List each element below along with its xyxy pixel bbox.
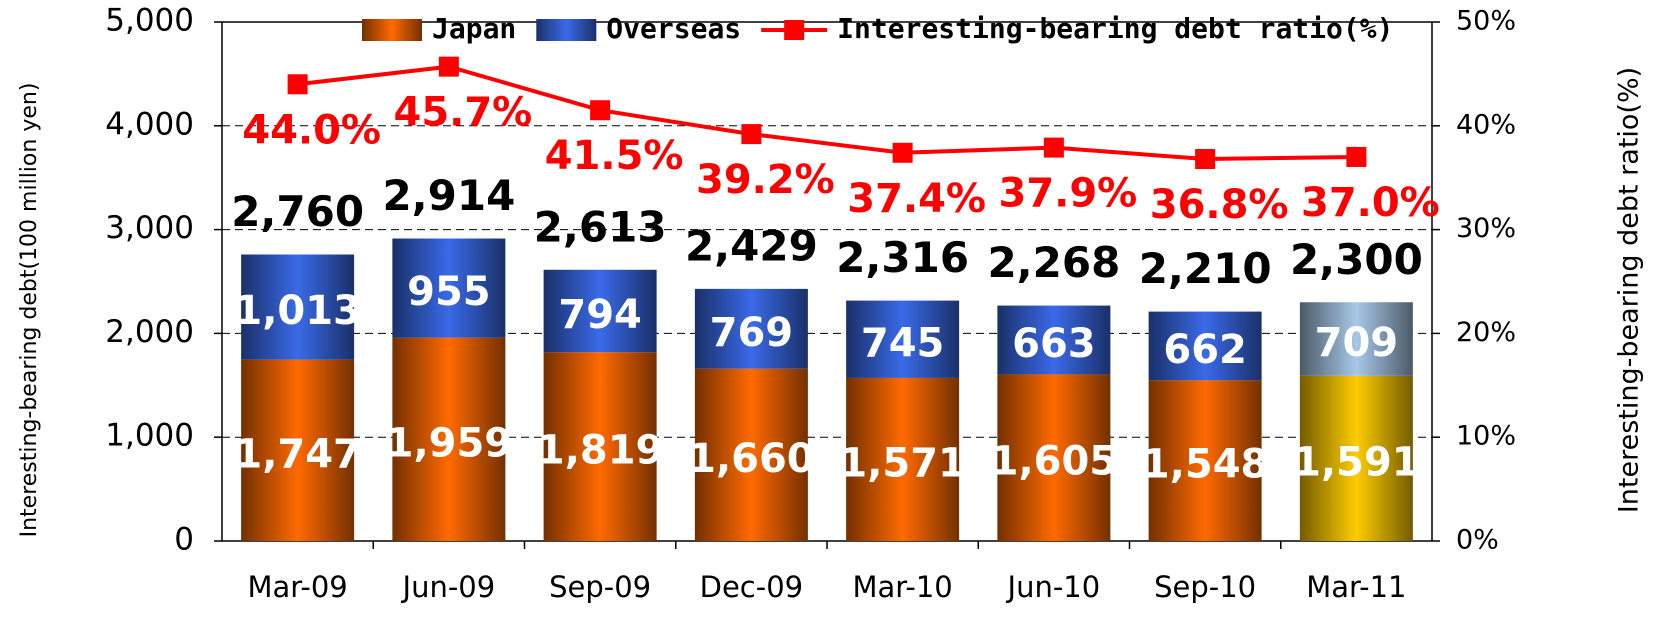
total-label: 2,760: [231, 187, 364, 236]
y2-tick-label: 10%: [1456, 421, 1516, 452]
legend-marker: [784, 20, 805, 40]
ratio-marker: [438, 56, 459, 77]
bar-segment: [1148, 380, 1262, 541]
bar-value-label: 1,660: [688, 436, 815, 482]
ratio-label: 44.0%: [242, 107, 381, 153]
ratio-marker: [892, 142, 913, 163]
total-label: 2,268: [987, 238, 1120, 287]
ratio-marker: [1346, 146, 1367, 167]
bar-value-label: 769: [710, 310, 794, 356]
ratio-label: 37.0%: [1301, 180, 1440, 226]
x-tick-label: Sep-09: [549, 570, 651, 604]
bar-value-label: 1,571: [839, 440, 966, 486]
ratio-label: 37.4%: [847, 176, 986, 222]
ratio-label: 39.2%: [696, 157, 835, 203]
bar-segment: [543, 269, 657, 353]
bar-value-label: 1,819: [537, 428, 664, 474]
bar-segment: [241, 359, 355, 541]
y2-tick-label: 20%: [1456, 317, 1516, 348]
total-label: 2,300: [1290, 235, 1423, 284]
bar-value-label: 745: [861, 320, 945, 366]
bar-segment: [1299, 375, 1413, 541]
bar-value-label: 662: [1163, 327, 1247, 373]
y2-axis-title: Interesting-bearing debt ratio(%): [1614, 67, 1645, 513]
x-tick-label: Jun-09: [401, 570, 496, 604]
ratio-label: 36.8%: [1150, 182, 1289, 228]
y-axis-title: Interesting-bearing debt(100 million yen…: [17, 83, 42, 538]
bar-segment: [846, 377, 960, 541]
bar-value-label: 1,959: [386, 420, 513, 466]
bar-value-label: 709: [1315, 320, 1399, 366]
total-label: 2,429: [685, 221, 818, 270]
y2-tick-label: 40%: [1456, 109, 1516, 140]
ratio-line: [297, 64, 1357, 162]
legend-label: Interesting-bearing debt ratio(%): [837, 12, 1393, 45]
ratio-label: 37.9%: [998, 171, 1137, 217]
bar-value-label: 1,605: [991, 439, 1118, 485]
bar-segment: [1148, 311, 1262, 381]
bar-value-label: 1,548: [1142, 442, 1269, 488]
x-tick-label: Mar-11: [1306, 570, 1406, 604]
bar-segment: [694, 288, 808, 369]
ratio-marker: [741, 124, 762, 145]
legend-label: Overseas: [606, 12, 741, 45]
bar-value-label: 1,013: [234, 288, 361, 334]
ratio-marker: [287, 74, 308, 95]
bar-value-label: 1,747: [234, 431, 361, 477]
total-label: 2,914: [382, 171, 515, 220]
y-tick-label: 1,000: [105, 418, 194, 454]
bar-segment: [543, 352, 657, 541]
bar-segment: [997, 305, 1111, 375]
ratio-label: 41.5%: [545, 133, 684, 179]
y2-tick-label: 30%: [1456, 213, 1516, 244]
x-tick-label: Mar-10: [853, 570, 953, 604]
bar-segment: [1299, 302, 1413, 376]
y2-tick-label: 0%: [1456, 525, 1499, 556]
bar-segment: [694, 368, 808, 541]
ratio-marker: [1043, 137, 1064, 158]
x-tick-label: Dec-09: [700, 570, 803, 604]
x-tick-label: Mar-09: [248, 570, 348, 604]
bar-segment: [241, 254, 355, 360]
bar-value-label: 955: [407, 269, 491, 315]
y-tick-label: 2,000: [105, 314, 194, 350]
x-tick-label: Sep-10: [1154, 570, 1256, 604]
bar-value-label: 794: [558, 292, 642, 338]
bar-value-label: 1,591: [1293, 439, 1420, 485]
y-tick-label: 5,000: [105, 3, 194, 39]
legend-swatch: [362, 19, 422, 41]
bar-value-label: 663: [1012, 321, 1096, 367]
y2-tick-label: 50%: [1456, 6, 1516, 37]
ratio-label: 45.7%: [393, 90, 532, 136]
x-tick-label: Jun-10: [1006, 570, 1101, 604]
ratio-marker: [1195, 149, 1216, 170]
total-label: 2,613: [534, 202, 667, 251]
bar-segment: [997, 374, 1111, 541]
y-tick-label: 3,000: [105, 210, 194, 246]
bar-segment: [392, 337, 506, 541]
bar-segment: [846, 300, 960, 378]
legend-swatch: [536, 19, 597, 41]
ratio-marker: [590, 100, 611, 121]
y-tick-label: 4,000: [105, 106, 194, 142]
bar-segment: [392, 238, 506, 338]
legend-label: Japan: [432, 12, 516, 45]
total-label: 2,316: [836, 233, 969, 282]
y-tick-label: 0: [174, 522, 194, 558]
total-label: 2,210: [1139, 244, 1272, 293]
